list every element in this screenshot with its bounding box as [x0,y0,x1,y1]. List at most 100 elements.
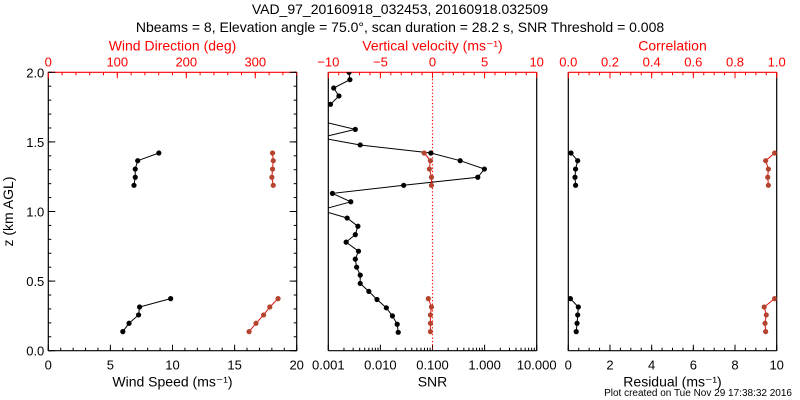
panel-snr: 0.001 0.010 0.100 1.000 10.000 SNR −10 −5 0 5 10 Ve… [312,37,557,389]
data-point [355,223,361,229]
data-point [275,296,281,302]
data-point [348,199,354,205]
data-point [765,182,771,188]
data-point [328,101,334,107]
data-point [354,264,360,270]
data-point [270,158,276,164]
top-tick-label: 5 [481,54,488,69]
bottom-tick-label: 10 [769,358,783,373]
bottom-tick-label: 0 [565,358,572,373]
data-point [135,312,142,318]
bottom-tick-label: 8 [731,358,738,373]
data-point [355,248,362,254]
data-point [132,174,138,180]
bottom-tick-label: 2 [606,358,613,373]
bottom-tick-label: 4 [648,358,655,373]
data-point [343,239,349,245]
data-point [357,142,363,148]
bottom-tick-label: 6 [690,358,697,373]
data-point [374,296,380,303]
data-point [318,135,323,140]
y-tick-label: 0.5 [26,274,44,289]
data-point [421,150,427,156]
data-point [352,126,358,132]
bottom-tick-label: 1.000 [468,358,501,373]
data-point [428,150,434,156]
data-point [427,320,434,326]
data-point [427,329,434,335]
top-tick-label: 1.0 [768,54,786,69]
data-point [318,118,323,123]
bottom-tick-label: 0.100 [416,358,449,373]
data-point [168,296,174,302]
data-point [428,174,435,180]
panel-residual: 0 2 4 6 8 10 Residual (ms⁻¹) 0.0 0.2 0.4 0.6 0.8 1.0… [559,37,785,389]
y-axis-label: z (km AGL) [0,176,16,246]
data-point [457,158,463,164]
series-residual [568,150,581,335]
data-point [318,208,323,213]
data-point [131,182,137,188]
data-point [475,174,481,180]
data-point [427,312,434,318]
series-wind-direction [246,150,281,335]
data-point [246,329,252,335]
y-tick-label: 1.0 [26,205,44,220]
bottom-tick-label: 0.010 [364,358,397,373]
series-vertical-velocity [421,150,435,335]
plot-created-footer: Plot created on Tue Nov 29 17:38:32 2016 [604,388,792,399]
data-point [763,329,769,335]
figure-title-line1: VAD_97_20160918_032453, 20160918.032509 [252,1,549,17]
bottom-tick-label: 10.000 [517,358,557,373]
data-point [318,110,323,115]
bottom-tick-label: 0.001 [312,358,345,373]
data-point [394,321,400,327]
data-point [347,77,353,83]
data-point [568,150,574,156]
data-point [269,174,275,180]
series-correlation [761,150,777,335]
data-point [352,256,358,262]
data-point [329,190,336,197]
data-point [427,158,434,164]
top-tick-label: 0.6 [684,54,702,69]
data-point [574,320,580,326]
data-point [763,158,769,164]
top-tick-label: −10 [317,54,339,69]
data-point [395,329,401,335]
data-point [763,312,769,318]
data-point [389,313,396,319]
data-point [572,182,579,188]
data-point [428,182,435,188]
series-snr [318,72,487,335]
top-tick-label: 300 [244,54,266,69]
data-point [136,304,143,310]
data-point [383,305,389,311]
data-point [352,232,358,238]
data-point [772,150,777,156]
data-point [357,280,363,287]
bottom-axis-label: Wind Speed (ms⁻¹) [112,374,232,390]
data-point [366,288,372,295]
series-line [328,72,486,333]
data-point [357,272,363,278]
data-point [253,320,259,326]
data-point [762,320,768,326]
data-point [331,85,337,91]
data-point [572,166,579,172]
bottom-axis-label: SNR [418,374,448,390]
y-tick-label: 1.5 [26,135,44,150]
top-tick-label: 100 [106,54,128,69]
data-point [575,312,581,318]
bottom-tick-label: 15 [227,358,241,373]
y-tick-label: 2.0 [26,65,44,80]
data-point [575,304,581,310]
top-tick-label: 0.0 [559,54,577,69]
top-tick-label: 0.8 [726,54,744,69]
panel-wind: 0 5 10 15 20 Wind Speed (ms⁻¹) 0 100 200 300 Wind … [0,37,304,389]
data-point [344,215,350,221]
data-point [765,166,771,172]
series-wind-speed [120,150,174,335]
data-point [126,320,132,326]
